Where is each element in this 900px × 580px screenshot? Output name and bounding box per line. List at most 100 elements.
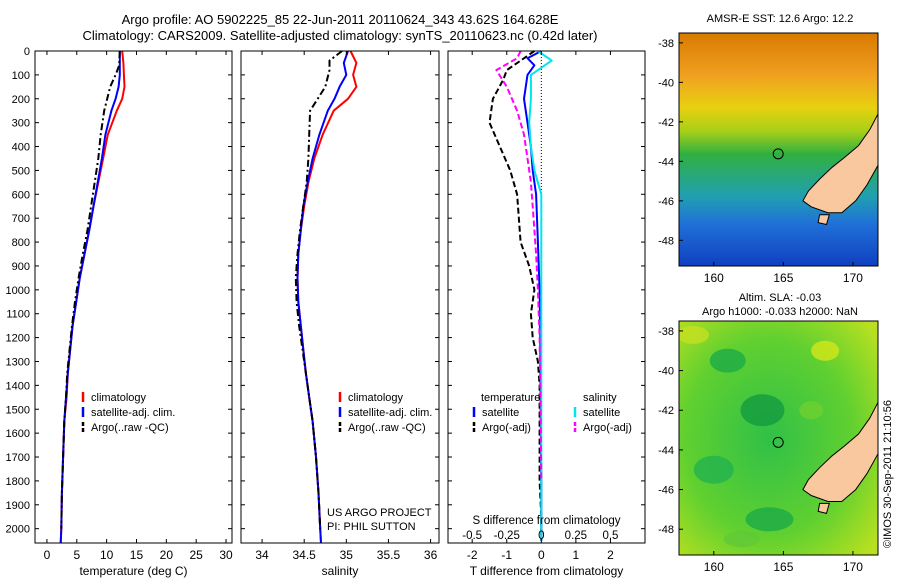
- chart-title: Argo profile: AO 5902225_85 22-Jun-2011 …: [121, 12, 559, 27]
- x-tick-label: -1: [501, 548, 512, 562]
- series-temperature-1: [59, 51, 121, 544]
- y-tick-label: 900: [12, 261, 30, 273]
- salinity-diff-legend-label: Argo(-adj): [583, 422, 632, 434]
- series-temperature-0: [59, 50, 126, 544]
- series-salinity-0: [296, 50, 358, 544]
- sla-anomaly: [723, 531, 760, 548]
- temperature-diff-legend-label: Argo(-adj): [482, 422, 531, 434]
- sla-map-title: Altim. SLA: -0.03: [738, 292, 822, 304]
- salinity-axes: [240, 50, 440, 544]
- map-y-tick-label: -48: [658, 524, 674, 536]
- series-difference-3: [495, 50, 543, 481]
- map-sla: [679, 321, 878, 555]
- series-temperature-2: [60, 50, 121, 529]
- x-tick-label: 30: [219, 548, 233, 562]
- y-tick-label: 200: [12, 94, 30, 106]
- temperature-legend-label: satellite-adj. clim.: [91, 407, 175, 419]
- map-y-tick-label: -48: [658, 235, 674, 247]
- x-tick-label: 0: [538, 548, 545, 562]
- sla-anomaly: [693, 455, 734, 484]
- map-y-tick-label: -38: [658, 326, 674, 338]
- s-tick-label: 0.5: [602, 530, 618, 542]
- x-axis-label: T difference from climatology: [470, 564, 624, 578]
- argo-marker: [772, 436, 784, 448]
- s-tick-label: -0.5: [462, 530, 482, 542]
- y-tick-label: 600: [12, 189, 30, 201]
- x-tick-label: 35.5: [377, 548, 401, 562]
- sst-map-title: AMSR-E SST: 12.6 Argo: 12.2: [706, 13, 854, 25]
- y-tick-label: 400: [12, 142, 30, 154]
- map-y-tick-label: -44: [658, 445, 674, 457]
- map-x-tick-label: 165: [773, 560, 793, 574]
- y-tick-label: 1600: [6, 428, 30, 440]
- map-y-tick-label: -38: [658, 38, 674, 50]
- map-field: [679, 33, 878, 266]
- argo-marker: [772, 148, 784, 160]
- sla-anomaly: [799, 401, 824, 420]
- y-tick-label: 100: [12, 70, 30, 82]
- legend-heading: temperature: [481, 392, 540, 404]
- series-difference-2: [528, 50, 553, 541]
- y-tick-label: 700: [12, 213, 30, 225]
- map-x-tick-label: 160: [704, 271, 724, 285]
- s-tick-label: -0.25: [494, 530, 520, 542]
- y-tick-label: 0: [24, 46, 30, 58]
- salinity-legend-label: Argo(..raw -QC): [348, 422, 426, 434]
- sla-anomaly: [740, 394, 785, 427]
- y-tick-label: 1500: [6, 404, 30, 416]
- landmass: [802, 113, 878, 214]
- y-tick-label: 800: [12, 237, 30, 249]
- y-tick-label: 1200: [6, 333, 30, 345]
- x-tick-label: 25: [190, 548, 204, 562]
- sla-anomaly: [811, 340, 840, 361]
- x-tick-label: -2: [467, 548, 478, 562]
- sla-map-subtitle: Argo h1000: -0.033 h2000: NaN: [702, 306, 858, 318]
- x-tick-label: 20: [160, 548, 174, 562]
- s-axis-label: S difference from climatology: [472, 515, 620, 527]
- x-tick-label: 2: [607, 548, 614, 562]
- y-tick-label: 1800: [6, 476, 30, 488]
- map-sst: [679, 33, 878, 266]
- series-salinity-2: [294, 50, 343, 529]
- sla-anomaly: [679, 325, 709, 344]
- temperature-legend-label: climatology: [91, 392, 147, 404]
- sla-anomaly: [745, 507, 794, 532]
- project-annotation: PI: PHIL SUTTON: [327, 521, 416, 533]
- series-difference-1: [488, 50, 543, 541]
- x-tick-label: 0: [44, 548, 51, 562]
- temperature-axes: [34, 50, 233, 544]
- map-x-tick-label: 170: [843, 560, 863, 574]
- y-tick-label: 1100: [6, 309, 30, 321]
- island: [817, 502, 830, 514]
- y-tick-label: 300: [12, 118, 30, 130]
- map-frame: [678, 320, 879, 556]
- x-tick-label: 5: [73, 548, 80, 562]
- y-tick-label: 1300: [6, 356, 30, 368]
- project-annotation: US ARGO PROJECT: [327, 507, 432, 519]
- y-tick-label: 500: [12, 165, 30, 177]
- y-tick-label: 2000: [6, 524, 30, 536]
- map-frame: [678, 32, 879, 267]
- map-y-tick-label: -42: [658, 405, 674, 417]
- y-tick-label: 1000: [6, 285, 30, 297]
- map-y-tick-label: -42: [658, 117, 674, 129]
- map-x-tick-label: 170: [843, 271, 863, 285]
- map-y-tick-label: -44: [658, 156, 674, 168]
- map-y-tick-label: -46: [658, 196, 674, 208]
- map-x-tick-label: 160: [704, 560, 724, 574]
- x-tick-label: 10: [100, 548, 114, 562]
- x-tick-label: 36: [424, 548, 438, 562]
- salinity-legend-label: climatology: [348, 392, 404, 404]
- legend-heading: salinity: [583, 392, 617, 404]
- x-tick-label: 1: [573, 548, 580, 562]
- difference-axes: [447, 50, 646, 544]
- y-tick-label: 1700: [6, 452, 30, 464]
- s-tick-label: 0: [538, 530, 544, 542]
- x-axis-label: salinity: [322, 564, 359, 578]
- x-tick-label: 34.5: [293, 548, 317, 562]
- salinity-legend-label: satellite-adj. clim.: [348, 407, 432, 419]
- temperature-diff-legend-label: satellite: [482, 407, 519, 419]
- s-tick-label: 0.25: [565, 530, 587, 542]
- series-salinity-1: [296, 50, 349, 544]
